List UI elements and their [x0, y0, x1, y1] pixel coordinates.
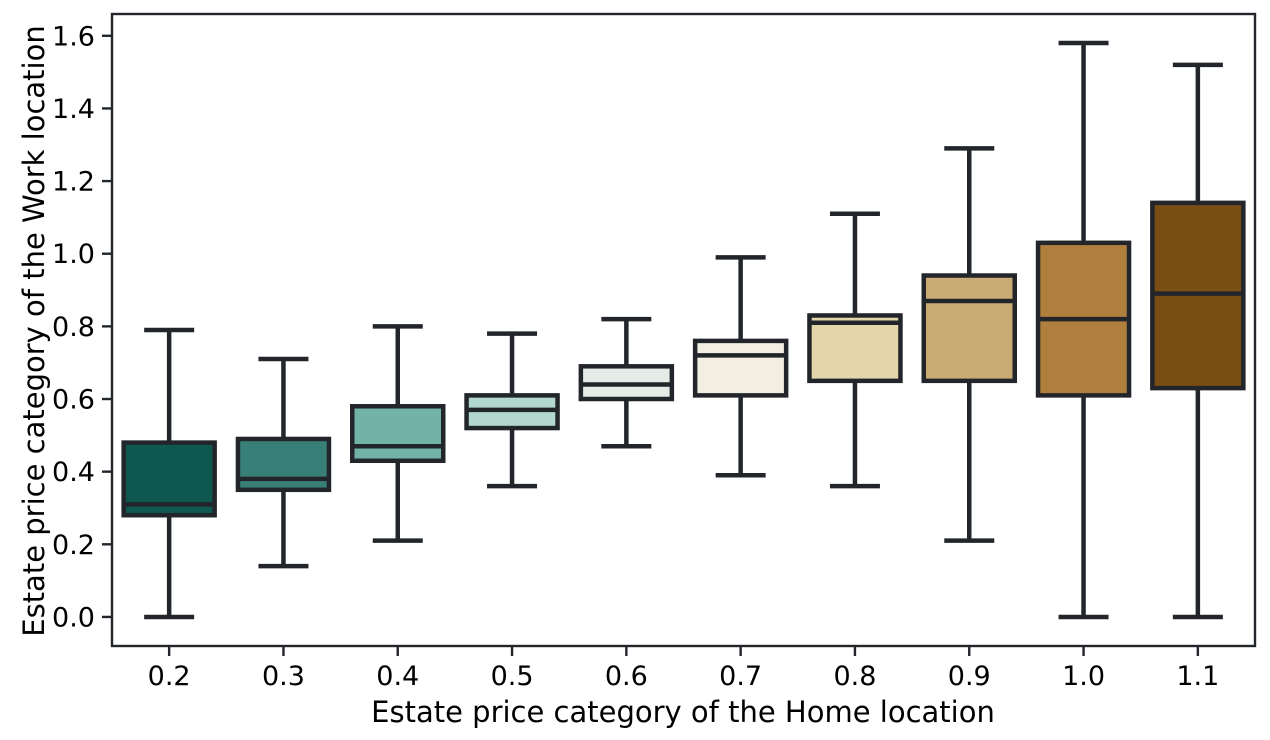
box-0.4: [350, 404, 446, 464]
x-axis-tick-label: 0.6: [605, 661, 648, 692]
box-0.8: [807, 313, 903, 384]
x-axis-tick-label: 0.2: [148, 661, 191, 692]
x-axis-tick-label: 1.0: [1062, 661, 1105, 692]
x-axis-tick-label: 0.3: [262, 661, 305, 692]
x-axis-tick-label: 0.9: [948, 661, 991, 692]
x-axis-title: Estate price category of the Home locati…: [371, 695, 995, 729]
y-axis-tick-label: 0.8: [52, 312, 95, 343]
axes-frame: [110, 12, 1257, 648]
y-axis-tick-label: 1.0: [52, 239, 95, 270]
box-0.3: [235, 436, 332, 493]
y-axis-tick-label: 1.4: [52, 94, 95, 125]
y-axis-tick-label: 0.0: [52, 602, 95, 633]
y-axis-tick-label: 1.2: [52, 167, 95, 198]
y-axis-title: Estate price category of the Work locati…: [17, 25, 51, 637]
x-axis-tick-label: 1.1: [1176, 661, 1219, 692]
y-axis-tick-label: 0.6: [52, 385, 95, 416]
box-0.9: [921, 273, 1017, 384]
y-axis-tick-label: 0.2: [52, 530, 95, 561]
x-axis-tick-label: 0.8: [833, 661, 876, 692]
x-axis-tick-label: 0.5: [491, 661, 534, 692]
y-axis-tick-label: 0.4: [52, 457, 95, 488]
x-axis-tick-label: 0.4: [376, 661, 419, 692]
y-axis-tick-label: 1.6: [52, 21, 95, 52]
x-axis-tick-label: 0.7: [719, 661, 762, 692]
box-0.7: [692, 338, 789, 398]
